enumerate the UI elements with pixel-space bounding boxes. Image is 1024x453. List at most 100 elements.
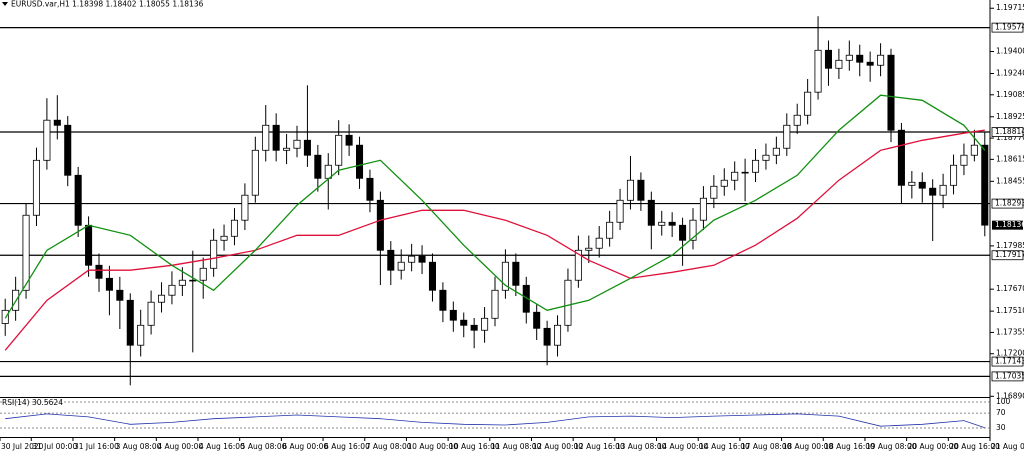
- y-tick-label: 1.17355: [996, 327, 1024, 336]
- candle-body: [543, 327, 551, 346]
- candle-body: [772, 147, 780, 156]
- y-tick-label: 1.17670: [996, 284, 1024, 293]
- candle-body: [366, 177, 374, 201]
- candle-body: [647, 199, 655, 226]
- candle-body: [470, 324, 478, 331]
- candle-body: [564, 279, 572, 326]
- candle-body: [439, 289, 447, 311]
- candle-body: [960, 154, 968, 166]
- candle-body: [178, 279, 186, 286]
- x-tick-label: 14 Aug 16:00: [699, 442, 750, 451]
- rsi-line: [5, 413, 985, 429]
- candle-body: [293, 139, 301, 149]
- candle-body: [512, 261, 520, 286]
- candle-body: [762, 154, 770, 161]
- candle-body: [251, 149, 259, 196]
- candle-body: [272, 124, 280, 151]
- level-label-box: [991, 250, 1024, 261]
- y-tick-label: 1.17510: [996, 306, 1024, 315]
- candle-body: [533, 311, 541, 329]
- candle-body: [595, 237, 603, 249]
- candle-body: [752, 159, 760, 173]
- level-label-box: [991, 127, 1024, 137]
- candle-body: [481, 317, 489, 331]
- candle-body: [939, 184, 947, 196]
- x-tick-label: 21 Aug 08:00: [991, 442, 1024, 451]
- candle-body: [126, 299, 134, 346]
- candle-body: [929, 187, 937, 196]
- candle-body: [32, 159, 41, 216]
- rsi-tick-label: 70: [996, 408, 1006, 417]
- y-tick-label: 1.17985: [996, 241, 1024, 250]
- level-label-box: [991, 198, 1024, 209]
- candle-body: [731, 171, 739, 181]
- level-label: 1.17917: [995, 250, 1024, 259]
- level-label: 1.17035: [995, 371, 1024, 380]
- candle-body: [220, 235, 228, 241]
- x-tick-label: 12 Aug 00:00: [532, 442, 583, 451]
- y-tick-label: 1.19240: [996, 68, 1024, 77]
- candle-body: [585, 247, 593, 251]
- candle-body: [918, 181, 926, 189]
- bid-label-box: [992, 220, 1023, 230]
- x-tick-label: 3 Aug 08:00: [116, 442, 162, 451]
- candle-body: [574, 249, 582, 281]
- candle-body: [387, 249, 395, 271]
- y-tick-label: 1.17200: [996, 349, 1024, 358]
- bid-label: 1.18136: [995, 220, 1024, 229]
- candle-body: [147, 301, 155, 326]
- x-tick-label: 10 Aug 00:00: [407, 442, 458, 451]
- x-tick-label: 11 Aug 08:00: [491, 442, 542, 451]
- x-tick-label: 31 Jul 16:00: [74, 442, 119, 451]
- x-tick-label: 18 Aug 16:00: [824, 442, 875, 451]
- rsi-tick-label: 30: [996, 423, 1006, 432]
- candle-body: [720, 179, 728, 187]
- candle-body: [616, 199, 624, 223]
- candle-body: [710, 185, 718, 199]
- candle-body: [376, 199, 384, 251]
- candle-body: [314, 154, 322, 179]
- candle-body: [689, 219, 697, 241]
- level-label-box: [991, 371, 1024, 382]
- candle-body: [157, 294, 166, 303]
- x-tick-label: 4 Aug 00:00: [157, 442, 203, 451]
- x-tick-label: 18 Aug 00:00: [783, 442, 834, 451]
- candle-body: [835, 59, 843, 69]
- candle-body: [449, 309, 457, 321]
- chart-title: EURUSD.var,H1 1.18398 1.18402 1.18055 1.…: [11, 0, 204, 9]
- candle-body: [95, 264, 103, 279]
- candle-body: [22, 214, 30, 291]
- candle-body: [908, 181, 916, 186]
- candle-body: [1, 309, 9, 324]
- x-tick-label: 17 Aug 08:00: [741, 442, 792, 451]
- candle-body: [626, 179, 634, 201]
- candle-body: [845, 54, 853, 61]
- candle-body: [137, 324, 145, 346]
- y-tick-label: 1.18615: [996, 154, 1024, 163]
- candle-body: [741, 171, 749, 174]
- y-tick-label: 1.19715: [996, 3, 1024, 12]
- candle-body: [658, 221, 666, 226]
- x-tick-label: 31 Jul 00:00: [32, 442, 77, 451]
- y-tick-label: 1.18770: [996, 133, 1024, 142]
- candle-body: [793, 114, 801, 126]
- candle-body: [699, 197, 707, 221]
- candle-body: [418, 255, 426, 263]
- x-tick-label: 20 Aug 16:00: [949, 442, 1000, 451]
- candle-body: [355, 144, 364, 179]
- level-label-box: [991, 356, 1024, 367]
- candle-body: [335, 134, 343, 166]
- candle-body: [210, 239, 218, 269]
- candle-body: [64, 124, 72, 176]
- y-tick-label: 1.18455: [996, 176, 1024, 185]
- candle-body: [501, 261, 509, 291]
- level-label: 1.18293: [995, 199, 1024, 208]
- x-tick-label: 4 Aug 16:00: [199, 442, 245, 451]
- candle-body: [814, 49, 822, 93]
- candle-body: [408, 255, 416, 263]
- candle-body: [866, 61, 874, 66]
- candle-body: [199, 267, 207, 281]
- candle-body: [53, 119, 61, 126]
